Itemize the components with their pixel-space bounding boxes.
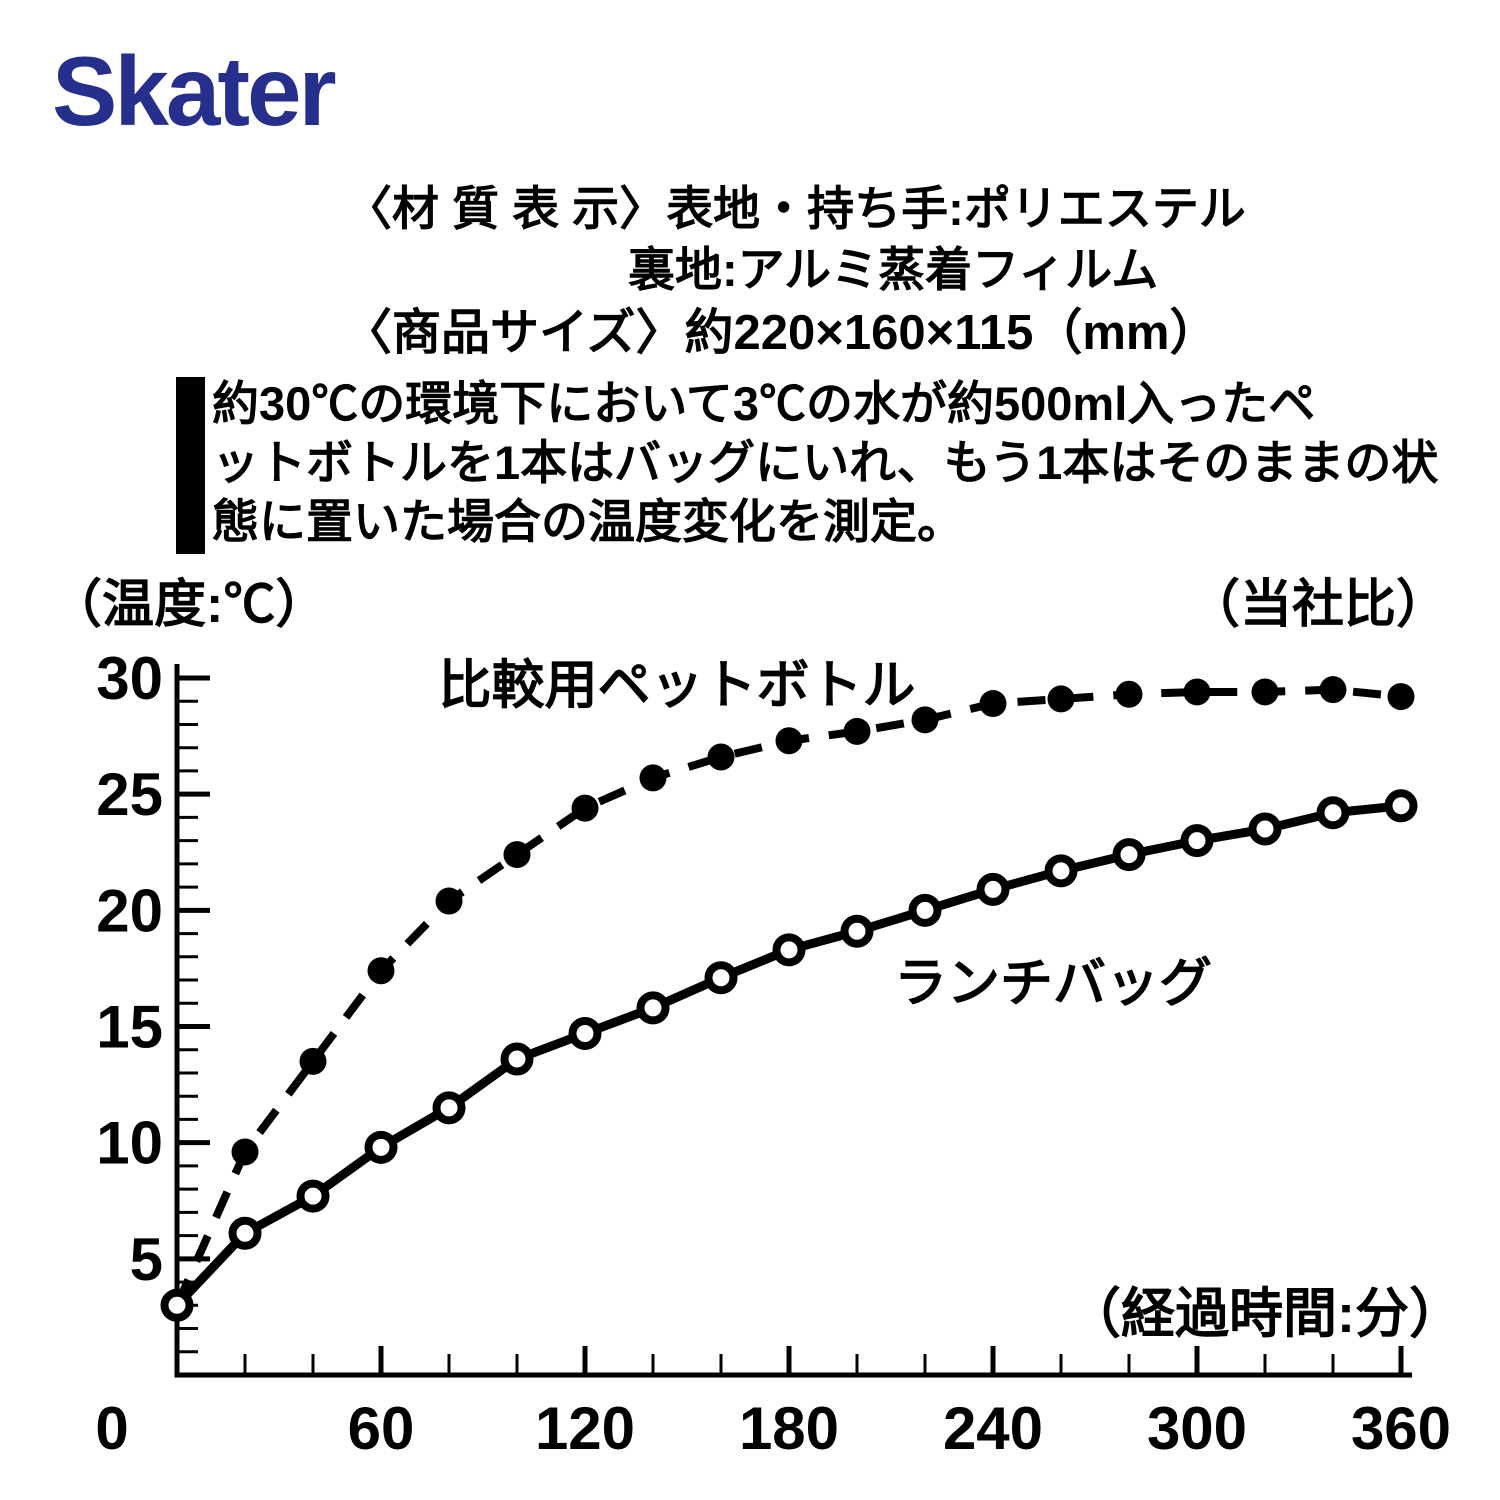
- lunch-bag-series-line: [173, 801, 1402, 1309]
- lunch-bag-marker: [1316, 796, 1350, 830]
- pet-bottle-marker: [367, 957, 395, 985]
- lunch-bag-series-label: ランチバッグ: [894, 954, 1212, 1013]
- pet-bottle-marker: [1251, 678, 1279, 706]
- y-axis-unit-note: （温度:℃）: [50, 576, 327, 634]
- lunch-bag-marker: [908, 893, 942, 927]
- pet-bottle-marker: [1387, 683, 1415, 711]
- lunch-bag-marker: [1180, 824, 1214, 858]
- lunch-bag-marker: [1044, 854, 1078, 888]
- y-tick-label: 15: [96, 994, 163, 1061]
- pet-bottle-marker: [639, 764, 667, 792]
- lunch-bag-marker: [296, 1179, 330, 1213]
- product-size-text: 〈商品サイズ〉約220×160×115（mm）: [343, 306, 1219, 360]
- lunch-bag-marker: [568, 1016, 602, 1050]
- y-tick-label: 10: [96, 1110, 163, 1177]
- y-tick-label: 20: [96, 877, 163, 944]
- lunch-bag-marker: [160, 1288, 194, 1322]
- x-tick-label: 300: [1147, 1395, 1247, 1462]
- note-accent-bar: [176, 377, 205, 554]
- material-outer-text: 表地・持ち手:ポリエステル: [666, 182, 1246, 235]
- lunch-bag-marker: [976, 872, 1010, 906]
- x-tick-label: 360: [1351, 1395, 1451, 1462]
- pet-bottle-series-label: 比較用ペットボトル: [439, 656, 916, 715]
- x-tick-label: 240: [943, 1395, 1043, 1462]
- test-description-line: ットボトルを1本はバッグにいれ、もう1本はそのままの状: [212, 436, 1439, 489]
- lunch-bag-marker: [1248, 812, 1282, 846]
- material-lining-text: 裏地:アルミ蒸着フィルム: [628, 243, 1159, 296]
- pet-bottle-marker: [707, 743, 735, 771]
- x-tick-label: 0: [95, 1395, 128, 1462]
- x-tick-label: 60: [348, 1395, 415, 1462]
- y-tick-label: 25: [96, 761, 163, 828]
- material-label: 〈材 質 表 示〉: [345, 182, 667, 235]
- lunch-bag-marker: [1384, 789, 1418, 823]
- y-tick-label: 30: [96, 645, 163, 712]
- lunch-bag-marker: [840, 914, 874, 948]
- pet-bottle-marker: [503, 841, 531, 869]
- pet-bottle-marker: [911, 706, 939, 734]
- lunch-bag-marker: [772, 933, 806, 967]
- pet-bottle-marker: [435, 887, 463, 915]
- pet-bottle-marker: [1047, 685, 1075, 713]
- pet-bottle-marker: [231, 1138, 259, 1166]
- lunch-bag-marker: [704, 961, 738, 995]
- lunch-bag-marker: [636, 991, 670, 1025]
- lunch-bag-marker: [432, 1091, 466, 1125]
- y-tick-label: 5: [130, 1226, 163, 1293]
- brand-logo: Skater: [52, 36, 337, 146]
- x-axis-unit-note: （経過時間:分）: [1067, 1284, 1463, 1344]
- material-row: 〈材 質 表 示〉表地・持ち手:ポリエステル: [345, 170, 1246, 239]
- pet-bottle-marker: [979, 690, 1007, 718]
- lunch-bag-marker: [228, 1216, 262, 1250]
- pet-bottle-marker: [843, 717, 871, 745]
- pet-bottle-marker: [1183, 678, 1211, 706]
- pet-bottle-marker: [1319, 676, 1347, 704]
- pet-bottle-marker: [775, 727, 803, 755]
- test-description-line: 態に置いた場合の温度変化を測定。: [212, 495, 964, 548]
- test-description-line: 約30℃の環境下において3℃の水が約500ml入ったペ: [212, 377, 1316, 430]
- lunch-bag-marker: [1112, 838, 1146, 872]
- pet-bottle-marker: [299, 1047, 327, 1075]
- pet-bottle-marker: [1115, 680, 1143, 708]
- lunch-bag-marker: [500, 1042, 534, 1076]
- pet-bottle-series-line: [173, 685, 1402, 1307]
- x-tick-label: 120: [535, 1395, 635, 1462]
- test-description: 約30℃の環境下において3℃の水が約500ml入ったペ ットボトルを1本はバッグ…: [212, 374, 1438, 551]
- comparison-note: （当社比）: [1188, 576, 1448, 634]
- lunch-bag-marker: [364, 1130, 398, 1164]
- pet-bottle-marker: [571, 794, 599, 822]
- x-tick-label: 180: [739, 1395, 839, 1462]
